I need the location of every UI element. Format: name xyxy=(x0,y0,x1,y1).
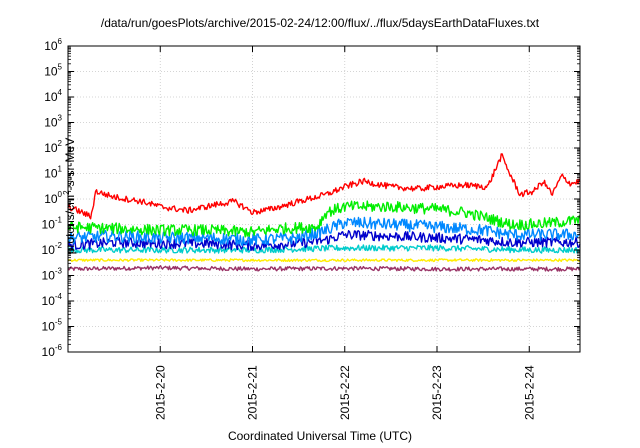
x-tick-label: 2015-2-23 xyxy=(430,365,444,420)
series-line xyxy=(67,216,581,247)
y-tick-label: 10-5 xyxy=(42,318,63,334)
series-line xyxy=(67,265,581,272)
y-tick-label: 10-2 xyxy=(42,241,63,257)
y-tick-label: 106 xyxy=(44,37,62,53)
y-axis-label-rest: -s-sr-MeV xyxy=(63,137,77,191)
chart-title: /data/run/goesPlots/archive/2015-02-24/1… xyxy=(100,16,540,30)
y-tick-label: 10-6 xyxy=(42,343,63,359)
chart-series xyxy=(67,153,581,272)
series-line xyxy=(67,244,581,254)
x-tick-label: 2015-2-22 xyxy=(338,365,352,420)
y-tick-label: 103 xyxy=(44,114,62,130)
series-line xyxy=(67,153,581,220)
y-tick-label: 102 xyxy=(44,139,62,155)
y-tick-label: 105 xyxy=(44,63,62,79)
series-line xyxy=(67,258,581,263)
y-tick-label: 100 xyxy=(44,190,62,206)
y-tick-label: 10-1 xyxy=(42,216,63,232)
x-tick-label: 2015-2-24 xyxy=(522,365,536,420)
grid-lines xyxy=(68,46,580,352)
y-axis-label-sup: 2 xyxy=(62,190,71,195)
y-axis-label: protons/cm2-s-sr-MeV xyxy=(62,66,77,326)
series-line xyxy=(67,200,581,238)
y-axis-ticks: 10-6 10-5 10-4 10-3 10-2 10-1 100 101 102 103 104 1… xyxy=(42,37,580,359)
x-tick-label: 2015-2-21 xyxy=(246,365,260,420)
series-line xyxy=(67,229,581,251)
y-tick-label: 104 xyxy=(44,88,62,104)
y-tick-label: 10-4 xyxy=(42,292,63,308)
y-axis-label-base: protons/cm xyxy=(63,194,77,255)
x-axis-label: Coordinated Universal Time (UTC) xyxy=(227,429,413,443)
x-tick-label: 2015-2-20 xyxy=(153,365,167,420)
x-axis-ticks: 2015-2-20 2015-2-21 2015-2-22 2015-2-23 2015… xyxy=(153,46,536,420)
y-tick-label: 10-3 xyxy=(42,267,63,283)
y-tick-label: 101 xyxy=(44,165,62,181)
